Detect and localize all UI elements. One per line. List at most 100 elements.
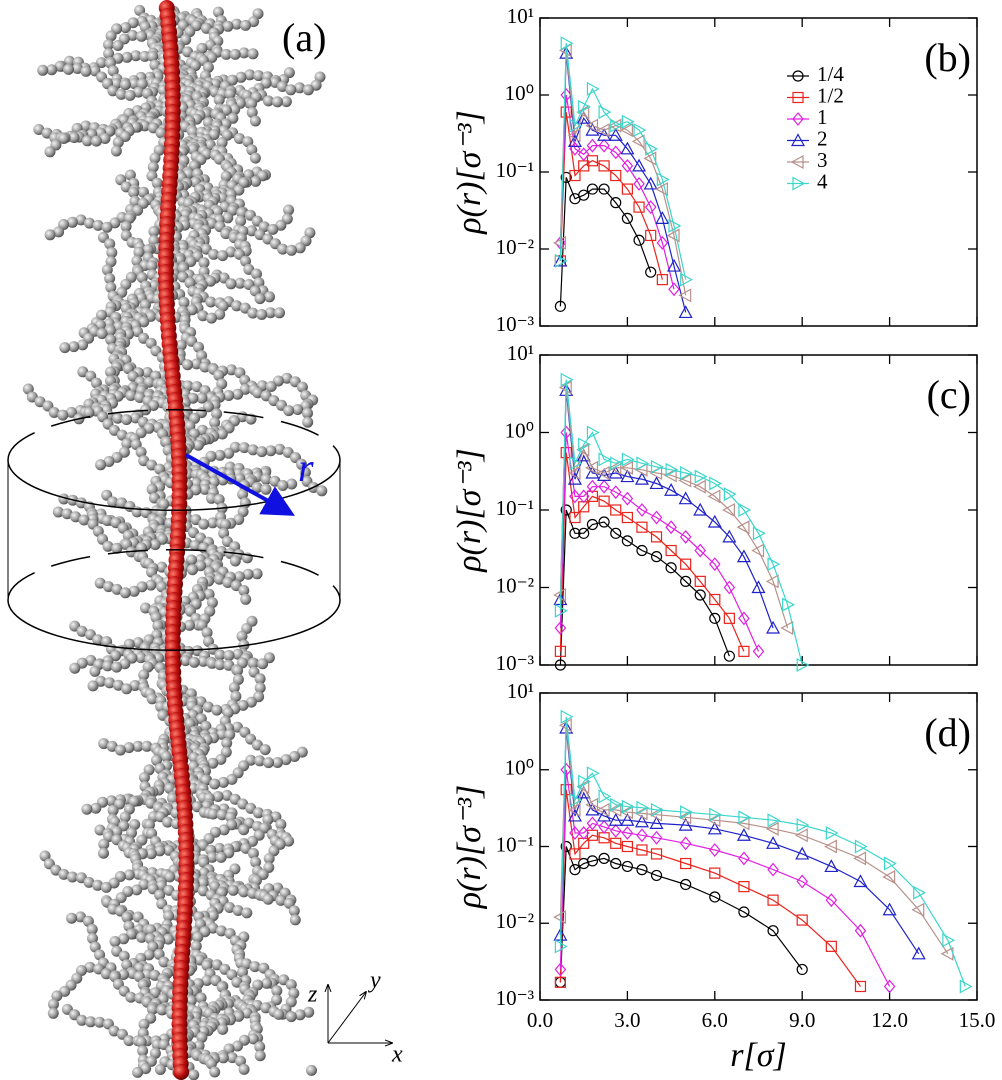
side-chain-bead	[120, 22, 131, 34]
side-chain-bead	[249, 961, 261, 973]
side-chain-bead	[119, 587, 131, 599]
side-chain-bead	[188, 656, 200, 668]
side-chain-bead	[101, 221, 113, 233]
marker	[621, 114, 635, 129]
marker	[621, 840, 634, 853]
marker	[636, 864, 648, 876]
marker	[680, 805, 693, 820]
marker	[723, 650, 735, 662]
marker	[766, 620, 781, 634]
side-chain-bead	[66, 912, 78, 924]
side-chain-bead	[106, 740, 118, 752]
side-chain-bead	[140, 602, 151, 614]
marker	[567, 471, 582, 485]
side-chain-bead	[123, 742, 135, 754]
axis-label-z: z	[307, 982, 318, 1008]
marker	[569, 793, 583, 808]
side-chain-bead	[292, 404, 304, 415]
side-chain-bead	[136, 272, 148, 284]
side-chain-bead	[127, 29, 139, 41]
marker	[782, 597, 795, 612]
side-chain-bead	[98, 738, 110, 750]
side-chain-bead	[216, 809, 228, 821]
side-chain-bead	[92, 879, 104, 891]
marker	[569, 118, 583, 133]
marker	[610, 118, 623, 133]
marker	[636, 503, 648, 517]
side-chain-bead	[54, 60, 66, 72]
marker	[794, 828, 808, 843]
series-line	[559, 390, 774, 629]
side-chain-bead	[195, 992, 207, 1004]
marker	[650, 531, 663, 543]
marker	[882, 870, 896, 885]
y-axis-arrow	[327, 992, 366, 1044]
side-chain-bead	[260, 1002, 272, 1014]
side-chain-bead	[92, 219, 104, 231]
y-tick-label: 10⁻³	[496, 312, 534, 336]
marker	[766, 836, 781, 849]
side-chain-bead	[206, 312, 217, 324]
side-chain-bead	[61, 508, 73, 520]
side-chain-bead	[256, 309, 268, 320]
marker	[709, 557, 721, 572]
side-chain-bead	[107, 85, 119, 97]
marker	[678, 817, 693, 831]
marker	[569, 826, 581, 840]
x-tick-label: 12.0	[871, 1008, 908, 1032]
side-chain-bead	[254, 1041, 266, 1053]
side-chain-bead	[129, 680, 141, 691]
side-chain-bead	[137, 1045, 149, 1057]
marker	[665, 544, 677, 557]
side-chain-bead	[260, 473, 272, 485]
y-tick-label: 10¹	[507, 4, 534, 28]
side-chain-bead	[123, 869, 135, 881]
side-chain-bead	[222, 707, 234, 719]
side-chain-bead	[209, 417, 221, 429]
marker	[569, 864, 581, 876]
y-tick-label: 10⁻²	[496, 573, 534, 597]
side-chain-bead	[199, 361, 211, 373]
side-chain-bead	[205, 1058, 217, 1070]
side-chain-bead	[223, 650, 235, 661]
marker	[667, 258, 682, 272]
marker	[722, 529, 737, 543]
radius-label: r	[298, 445, 314, 490]
y-tick-label: 10⁻³	[496, 986, 534, 1010]
side-chain-bead	[257, 658, 269, 670]
side-chain-bead	[209, 778, 221, 790]
side-chain-bead	[216, 728, 228, 740]
side-chain-bead	[70, 511, 82, 523]
side-chain-bead	[247, 444, 259, 456]
side-chain-bead	[226, 1052, 238, 1064]
marker	[586, 183, 599, 195]
side-chain-bead	[217, 300, 229, 312]
side-chain-bead	[132, 740, 144, 752]
marker	[633, 234, 645, 246]
side-chain-bead	[141, 367, 153, 378]
side-chain-bead	[146, 693, 158, 705]
side-chain-bead	[236, 207, 248, 219]
marker	[680, 857, 692, 870]
marker	[610, 857, 622, 870]
side-chain-bead	[108, 1025, 120, 1037]
y-tick-label: 10⁰	[505, 756, 534, 780]
marker	[680, 466, 693, 481]
marker	[913, 885, 926, 900]
marker	[650, 802, 664, 817]
panel-label: (b)	[924, 35, 971, 80]
side-chain-bead	[223, 390, 235, 401]
side-chain-bead	[207, 808, 219, 820]
marker	[680, 878, 692, 891]
side-chain-bead	[217, 250, 229, 262]
side-chain-bead	[217, 1052, 229, 1064]
marker	[620, 141, 635, 155]
series-line	[559, 387, 789, 629]
side-chain-bead	[245, 696, 257, 708]
marker	[709, 476, 723, 491]
side-chain-bead	[143, 949, 155, 961]
side-chain-bead	[154, 1064, 166, 1075]
side-chain-bead	[192, 439, 204, 451]
marker	[825, 893, 838, 908]
side-chain-bead	[151, 177, 163, 189]
